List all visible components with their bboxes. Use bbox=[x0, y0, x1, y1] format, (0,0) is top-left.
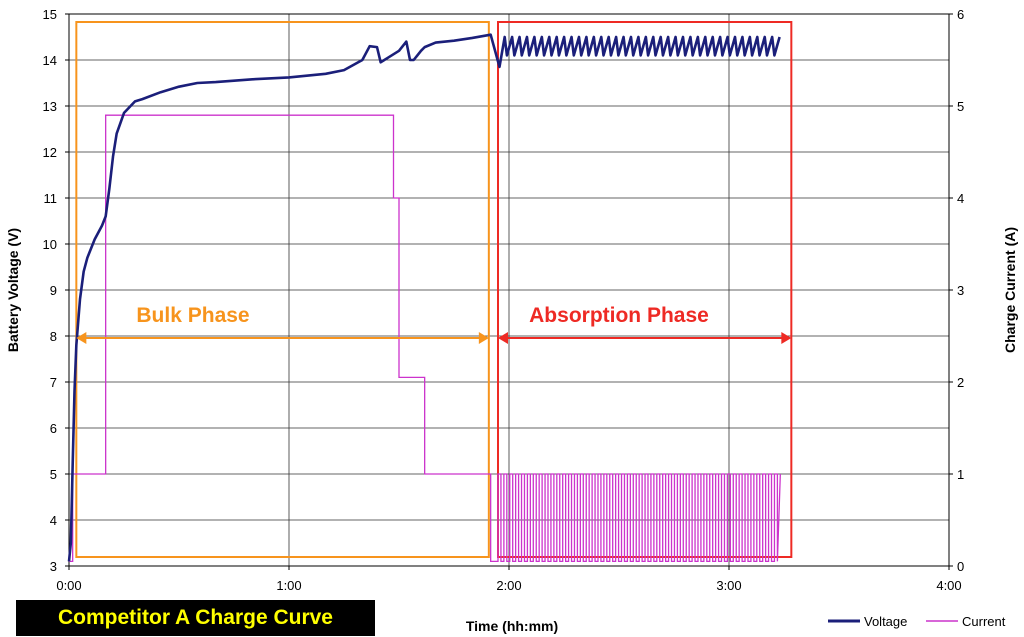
left-tick-label: 5 bbox=[50, 467, 57, 482]
y-right-axis-title: Charge Current (A) bbox=[1002, 227, 1018, 353]
left-tick-label: 11 bbox=[44, 191, 58, 206]
left-tick-label: 3 bbox=[50, 559, 57, 574]
left-tick-label: 12 bbox=[43, 145, 57, 160]
x-tick-label: 0:00 bbox=[56, 578, 81, 593]
chart-title-badge: Competitor A Charge Curve bbox=[16, 600, 375, 636]
right-tick-label: 1 bbox=[957, 467, 964, 482]
right-tick-label: 5 bbox=[957, 99, 964, 114]
x-axis-title: Time (hh:mm) bbox=[466, 618, 558, 634]
right-tick-label: 3 bbox=[957, 283, 964, 298]
phase-regions bbox=[75, 21, 793, 558]
left-tick-label: 15 bbox=[43, 7, 57, 22]
bulk-phase-label: Bulk Phase bbox=[136, 304, 249, 327]
x-tick-label: 2:00 bbox=[496, 578, 521, 593]
left-tick-label: 7 bbox=[50, 375, 57, 390]
y-left-axis-title: Battery Voltage (V) bbox=[5, 228, 21, 352]
legend-voltage-label: Voltage bbox=[864, 614, 907, 629]
chart-title: Competitor A Charge Curve bbox=[58, 606, 333, 629]
grid-lines bbox=[68, 13, 950, 567]
right-tick-label: 2 bbox=[957, 375, 964, 390]
left-axis-ticks: 3 4 5 6 7 8 9 10 11 12 13 14 15 bbox=[43, 7, 69, 574]
bulk-arrow-head-left bbox=[76, 332, 87, 344]
right-tick-label: 4 bbox=[957, 191, 964, 206]
x-axis-ticks: 0:00 1:00 2:00 3:00 4:00 bbox=[56, 566, 962, 593]
right-tick-label: 6 bbox=[957, 7, 964, 22]
absorption-arrow-head-left bbox=[498, 332, 508, 344]
left-tick-label: 9 bbox=[50, 283, 57, 298]
left-tick-label: 10 bbox=[43, 237, 57, 252]
legend: Voltage Current bbox=[828, 614, 1006, 629]
absorption-arrow-head-right bbox=[781, 332, 792, 344]
right-axis-ticks: 0 1 2 3 4 5 6 bbox=[949, 7, 964, 574]
current-series-line bbox=[69, 114, 781, 563]
voltage-series-line bbox=[67, 33, 781, 562]
bulk-phase-box bbox=[75, 21, 490, 558]
absorption-phase-label: Absorption Phase bbox=[529, 304, 709, 327]
left-tick-label: 4 bbox=[50, 513, 57, 528]
x-tick-label: 3:00 bbox=[716, 578, 741, 593]
left-tick-label: 8 bbox=[50, 329, 57, 344]
left-tick-label: 14 bbox=[43, 53, 57, 68]
x-tick-label: 4:00 bbox=[936, 578, 961, 593]
x-tick-label: 1:00 bbox=[276, 578, 301, 593]
left-tick-label: 13 bbox=[43, 99, 57, 114]
plot-frame bbox=[68, 13, 950, 567]
left-tick-label: 6 bbox=[50, 421, 57, 436]
right-tick-label: 0 bbox=[957, 559, 964, 574]
bulk-arrow-head-right bbox=[478, 332, 489, 344]
series-layer bbox=[67, 33, 781, 563]
phase-annotations: Bulk Phase Absorption Phase bbox=[76, 304, 792, 344]
legend-current-label: Current bbox=[962, 614, 1006, 629]
